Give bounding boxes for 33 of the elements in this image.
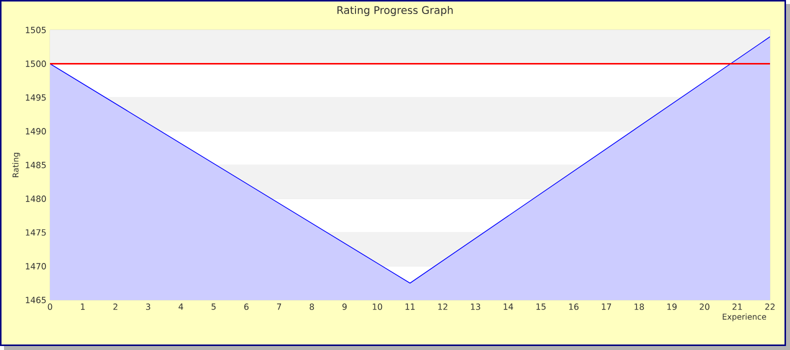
x-tick-label: 21	[732, 304, 742, 310]
y-tick-label: 1465	[26, 296, 46, 304]
x-tick-label: 4	[178, 304, 184, 310]
x-tick-label: 9	[342, 304, 347, 310]
y-tick-label: 1480	[26, 196, 46, 202]
y-tick-label: 1490	[26, 128, 46, 134]
x-tick-label: 1	[80, 304, 85, 310]
y-tick-label: 1470	[26, 263, 46, 270]
y-tick-label: 1495	[26, 94, 46, 101]
x-tick-label: 22	[765, 304, 775, 310]
y-tick-label: 1505	[26, 26, 46, 34]
x-tick-label: 15	[536, 304, 546, 310]
x-tick-label: 17	[602, 304, 612, 310]
x-tick-label: 13	[471, 304, 480, 310]
x-tick-label: 18	[634, 304, 644, 310]
chart-title: Rating Progress Graph	[337, 6, 453, 16]
x-tick-label: 14	[504, 304, 514, 310]
x-tick-label: 6	[244, 304, 249, 310]
x-tick-label: 8	[310, 304, 314, 310]
x-tick-label: 19	[667, 304, 677, 310]
y-tick-label: 1500	[26, 60, 46, 67]
y-tick-label: 1475	[26, 229, 46, 236]
y-tick-label: 1485	[26, 162, 46, 168]
x-tick-label: 3	[146, 304, 150, 310]
x-tick-label: 11	[406, 304, 415, 310]
x-tick-label: 2	[113, 304, 118, 310]
x-tick-label: 20	[700, 304, 710, 310]
x-tick-label: 10	[372, 304, 382, 310]
x-tick-label: 16	[569, 304, 579, 310]
x-tick-label: 0	[48, 304, 52, 310]
x-tick-label: 12	[438, 304, 448, 310]
x-tick-label: 7	[277, 304, 282, 310]
x-tick-label: 5	[212, 304, 216, 310]
